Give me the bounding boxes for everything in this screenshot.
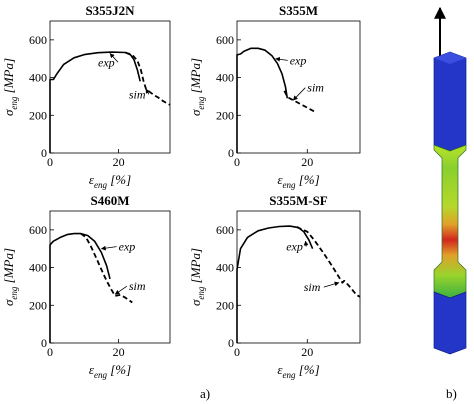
x-tick-label: 20 (113, 155, 125, 169)
plot-frame (49, 20, 171, 154)
x-tick-label: 20 (301, 345, 313, 359)
y-tick-label: 600 (29, 223, 47, 237)
series-line-exp (49, 51, 141, 153)
x-tick-label: 20 (113, 345, 125, 359)
y-axis-label: σeng [MPa] (1, 248, 19, 306)
series-line-sim (296, 226, 361, 298)
annotation-arrow (114, 285, 128, 295)
y-axis-label: σeng [MPa] (188, 58, 206, 116)
series-line-exp (236, 225, 314, 343)
x-tick-label: 0 (234, 345, 240, 359)
annotation-exp: exp (98, 55, 115, 69)
x-axis-label: εeng [%] (89, 362, 131, 380)
chart-title: S460M (91, 193, 130, 208)
annotation-arrow (109, 53, 119, 63)
y-axis-label: σeng [MPa] (188, 248, 206, 306)
specimen-top-grip-face (434, 52, 466, 64)
annotation-arrow (292, 87, 306, 101)
x-tick-label: 0 (47, 155, 53, 169)
y-tick-label: 400 (216, 71, 234, 85)
annotation-arrow (145, 88, 151, 95)
annotation-arrow (323, 281, 340, 288)
annotation-exp: exp (290, 53, 307, 67)
annotation-sim: sim (307, 81, 324, 95)
specimen-gauge-section (433, 144, 467, 299)
y-tick-label: 200 (29, 108, 47, 122)
y-tick-label: 0 (228, 146, 234, 160)
panel-label-a: a) (200, 386, 210, 401)
y-axis-label: σeng [MPa] (1, 58, 19, 116)
annotation-arrow (303, 240, 309, 247)
x-tick-label: 0 (234, 155, 240, 169)
x-axis-label: εeng [%] (277, 172, 319, 190)
y-tick-label: 400 (29, 261, 47, 275)
panel-label-b: b) (446, 386, 457, 401)
specimen-illustration (433, 6, 467, 355)
y-tick-label: 0 (41, 336, 47, 350)
y-tick-label: 600 (216, 223, 234, 237)
y-tick-label: 200 (29, 298, 47, 312)
y-tick-label: 400 (29, 71, 47, 85)
plot-frame (236, 20, 361, 154)
annotation-sim: sim (129, 279, 146, 293)
annotation-exp: exp (286, 240, 303, 254)
x-axis-label: εeng [%] (277, 362, 319, 380)
y-tick-label: 400 (216, 261, 234, 275)
plot-frame (236, 210, 361, 344)
y-tick-label: 0 (41, 146, 47, 160)
y-tick-label: 200 (216, 108, 234, 122)
chart-title: S355M (279, 3, 318, 18)
x-tick-label: 20 (301, 155, 313, 169)
annotation-sim: sim (304, 280, 321, 294)
specimen-bottom-grip (433, 291, 467, 355)
specimen-top-grip (433, 51, 467, 152)
y-tick-label: 200 (216, 298, 234, 312)
series-line-sim (283, 90, 315, 113)
chart-title: S355J2N (85, 3, 135, 18)
series-line-exp (49, 232, 111, 343)
y-tick-label: 600 (29, 33, 47, 47)
annotation-sim: sim (129, 87, 146, 101)
x-axis-label: εeng [%] (89, 172, 131, 190)
y-tick-label: 600 (216, 33, 234, 47)
chart-title: S355M-SF (269, 193, 328, 208)
series-line-exp (236, 47, 289, 153)
annotation-arrow (100, 245, 117, 251)
annotation-arrow (275, 56, 288, 62)
y-tick-label: 0 (228, 336, 234, 350)
annotation-exp: exp (119, 240, 136, 254)
x-tick-label: 0 (47, 345, 53, 359)
